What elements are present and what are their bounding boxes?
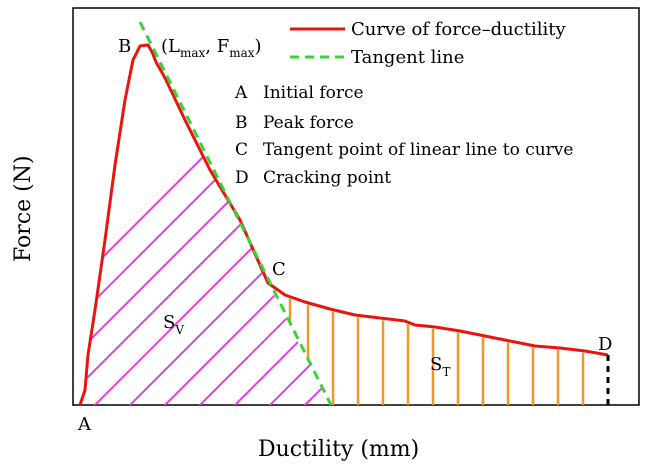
- note-b-text: Peak force: [263, 113, 354, 133]
- note-c-key: C: [235, 140, 248, 160]
- note-d-text: Cracking point: [263, 168, 391, 188]
- sv-hatch-line: [500, 0, 657, 420]
- legend-curve-label: Curve of force–ductility: [351, 19, 567, 40]
- sv-hatch-line: [289, 45, 330, 405]
- y-axis-title: Force (N): [11, 155, 36, 262]
- legend-tangent-label: Tangent line: [351, 47, 464, 68]
- sv-hatch-line: [640, 0, 657, 420]
- tangent-line: [138, 21, 333, 406]
- note-d-key: D: [235, 168, 249, 188]
- sv-hatch-line: [114, 45, 330, 405]
- plot-frame: [72, 7, 640, 406]
- peak-coordinate-label: (Lmax, Fmax): [161, 36, 262, 60]
- sv-hatch-line: [80, 45, 330, 405]
- sv-hatch-line: [149, 45, 330, 405]
- sv-hatch-line: [465, 0, 657, 420]
- st-hatch-region: [288, 298, 585, 405]
- point-c-label: C: [272, 259, 286, 280]
- legend: Curve of force–ductility Tangent line: [290, 19, 567, 68]
- sv-hatch-line: [605, 0, 657, 420]
- point-notes: A Initial force B Peak force C Tangent p…: [234, 83, 573, 188]
- note-c-text: Tangent point of linear line to curve: [263, 140, 573, 160]
- note-a-key: A: [234, 83, 248, 103]
- sv-hatch-line: [80, 45, 330, 405]
- note-a-text: Initial force: [263, 83, 364, 103]
- sv-area-label: SV: [163, 312, 184, 337]
- sv-hatch-line: [184, 45, 330, 405]
- note-b-key: B: [235, 113, 248, 133]
- st-area-label: ST: [430, 354, 450, 379]
- sv-hatch-line: [80, 45, 330, 405]
- sv-hatch-line: [219, 45, 330, 405]
- point-a-label: A: [77, 414, 92, 435]
- x-axis-title: Ductility (mm): [258, 437, 419, 462]
- point-b-label: B: [118, 36, 131, 57]
- point-d-label: D: [598, 334, 612, 355]
